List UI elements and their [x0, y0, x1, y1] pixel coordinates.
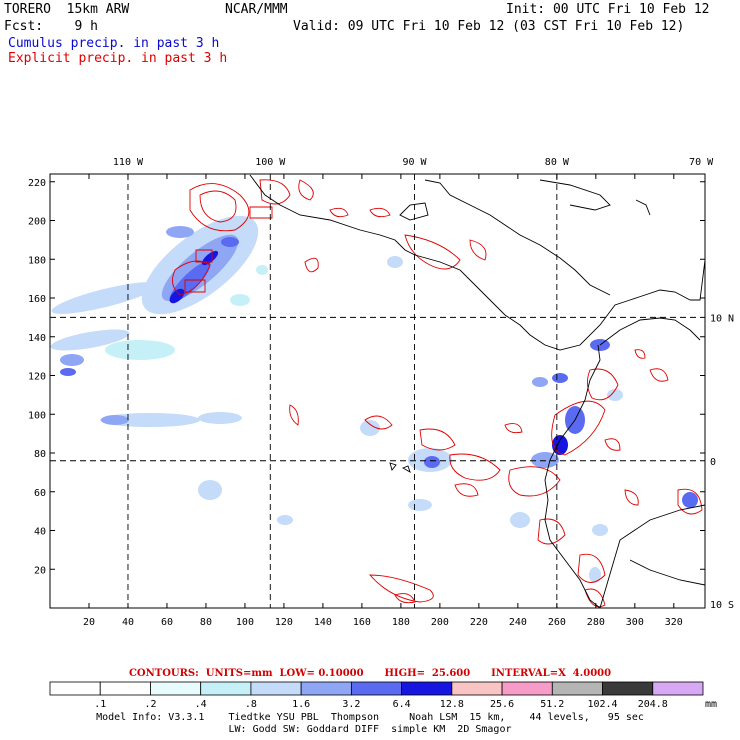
- latitude-labels: 10 N 0 10 S: [710, 313, 734, 611]
- org-label: NCAR/MMM: [225, 2, 288, 17]
- latitude-label: 10 N: [710, 313, 734, 324]
- y-tick-label: 160: [28, 294, 46, 305]
- colorbar-swatch: [150, 681, 202, 696]
- y-tick-label: 180: [28, 255, 46, 266]
- colorbar-swatch: [602, 681, 654, 696]
- colorbar-level-label: 3.2: [342, 699, 360, 710]
- contours-info: CONTOURS: UNITS=mm LOW= 0.10000 HIGH= 25…: [128, 668, 612, 679]
- legend-explicit: Explicit precip. in past 3 h: [8, 51, 228, 66]
- colorbar-unit: mm: [705, 699, 717, 710]
- colorbar-level-label: 12.8: [440, 699, 464, 710]
- colorbar-level-label: 25.6: [490, 699, 514, 710]
- colorbar-swatch: [551, 681, 603, 696]
- init-time: Init: 00 UTC Fri 10 Feb 12: [506, 2, 710, 17]
- colorbar-level-label: .2: [144, 699, 156, 710]
- model-title: TORERO 15km ARW: [4, 2, 130, 17]
- plot-frame: [49, 173, 706, 609]
- x-tick-label: 60: [161, 617, 173, 628]
- colorbar-level-label: .4: [195, 699, 207, 710]
- colorbar-swatch: [501, 681, 553, 696]
- colorbar-level-label: .8: [245, 699, 257, 710]
- longitude-labels: 110 W 100 W 90 W 80 W 70 W: [113, 157, 714, 168]
- y-tick-label: 200: [28, 217, 46, 228]
- colorbar: .1 .2 .4 .8 1.6 3.2 6.4 12.8 25.6 51.2 102.4 204.8 m…: [49, 681, 717, 710]
- colorbar-swatch: [49, 681, 101, 696]
- y-tick-label: 120: [28, 372, 46, 383]
- x-tick-label: 120: [275, 617, 293, 628]
- y-tick-label: 40: [34, 527, 46, 538]
- x-tick-label: 320: [665, 617, 683, 628]
- colorbar-swatch: [250, 681, 302, 696]
- colorbar-swatch: [652, 681, 704, 696]
- y-tick-label: 60: [34, 488, 46, 499]
- latitude-label: 10 S: [710, 600, 734, 611]
- forecast-hour: Fcst: 9 h: [4, 19, 98, 34]
- y-tick-label: 20: [34, 565, 46, 576]
- model-info-line2: LW: Godd SW: Goddard DIFF simple KM 2D S…: [228, 724, 512, 735]
- valid-time: Valid: 09 UTC Fri 10 Feb 12 (03 CST Fri …: [293, 19, 685, 34]
- longitude-label: 100 W: [255, 157, 286, 168]
- legend-cumulus: Cumulus precip. in past 3 h: [8, 36, 220, 51]
- y-tick-label: 140: [28, 333, 46, 344]
- x-tick-label: 300: [626, 617, 644, 628]
- colorbar-level-label: 1.6: [292, 699, 310, 710]
- colorbar-swatch: [451, 681, 503, 696]
- x-tick-label: 40: [122, 617, 134, 628]
- x-tick-label: 280: [587, 617, 605, 628]
- colorbar-swatch: [200, 681, 252, 696]
- colorbar-level-label: 204.8: [638, 699, 668, 710]
- x-tick-label: 260: [548, 617, 566, 628]
- y-tick-label: 80: [34, 449, 46, 460]
- x-tick-label: 220: [470, 617, 488, 628]
- colorbar-level-label: 102.4: [587, 699, 617, 710]
- x-axis: 20 40 60 80 100 120 140 160 180 200 220 240 260 280 30…: [83, 174, 683, 628]
- x-tick-label: 80: [200, 617, 212, 628]
- coastlines: [249, 174, 706, 609]
- x-tick-label: 160: [353, 617, 371, 628]
- x-tick-label: 200: [431, 617, 449, 628]
- longitude-label: 80 W: [545, 157, 570, 168]
- colorbar-level-label: 51.2: [540, 699, 564, 710]
- y-tick-label: 100: [28, 410, 46, 421]
- x-tick-label: 140: [314, 617, 332, 628]
- y-axis: 20 40 60 80 100 120 140 160 180 200 220: [28, 178, 705, 576]
- cumulus-precip-shading: [50, 215, 698, 583]
- longitude-label: 90 W: [402, 157, 427, 168]
- colorbar-swatch: [300, 681, 352, 696]
- colorbar-swatch: [350, 681, 403, 696]
- x-tick-label: 180: [392, 617, 410, 628]
- latitude-label: 0: [710, 457, 716, 468]
- colorbar-level-label: 6.4: [393, 699, 411, 710]
- longitude-label: 70 W: [689, 157, 714, 168]
- longitude-label: 110 W: [113, 157, 144, 168]
- lat-lon-grid: [50, 174, 705, 608]
- y-tick-label: 220: [28, 178, 46, 189]
- colorbar-swatch: [401, 681, 453, 696]
- explicit-precip-contours: [171, 179, 703, 608]
- x-tick-label: 100: [236, 617, 254, 628]
- colorbar-level-label: .1: [94, 699, 106, 710]
- x-tick-label: 20: [83, 617, 95, 628]
- x-tick-label: 240: [509, 617, 527, 628]
- colorbar-swatch: [99, 681, 151, 696]
- model-info-line1: Model Info: V3.3.1 Tiedtke YSU PBL Thomp…: [96, 712, 644, 723]
